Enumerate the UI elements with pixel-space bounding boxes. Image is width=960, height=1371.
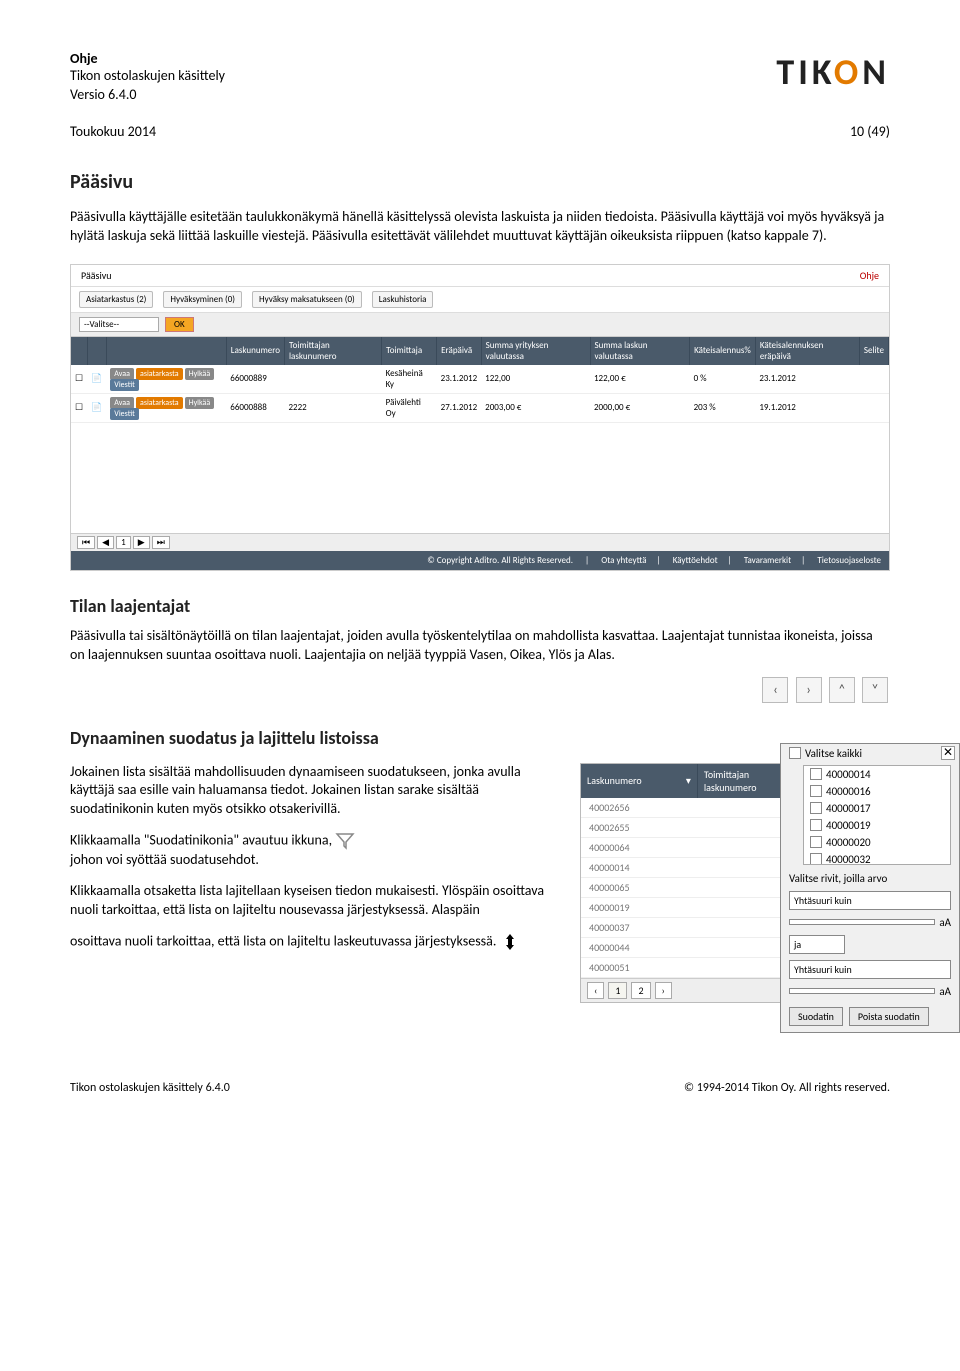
filter-op1-select[interactable]: Yhtäsuuri kuin	[789, 891, 951, 910]
invoice-grid: Laskunumero Toimittajan laskunumero Toim…	[71, 337, 889, 423]
doc-version: Versio 6.4.0	[70, 86, 890, 103]
doc-title: Ohje	[70, 50, 890, 67]
action-select[interactable]: --Valitse--	[79, 317, 159, 332]
tab-hyvaksyminen[interactable]: Hyväksyminen (0)	[163, 291, 242, 308]
filter-values-list[interactable]: 40000014 40000016 40000017 40000019 4000…	[803, 765, 951, 865]
section3-heading: Dynaaminen suodatus ja lajittelu listois…	[70, 727, 890, 749]
footer-right: © 1994-2014 Tikon Oy. All rights reserve…	[684, 1081, 890, 1095]
filter-join-select[interactable]: ja	[789, 935, 845, 954]
expand-arrows-demo: ‹ › ˄ ˅	[760, 677, 890, 703]
table-row[interactable]: ☐📄 Avaa asiatarkasta Hylkää Viestit 6600…	[71, 393, 889, 422]
tab-asiatarkastus[interactable]: Asiatarkastus (2)	[79, 291, 153, 308]
expand-right-icon[interactable]: ›	[796, 677, 822, 703]
expand-down-icon[interactable]: ˅	[862, 677, 888, 703]
tab-hyvaksy-maksatukseen[interactable]: Hyväksy maksatukseen (0)	[252, 291, 362, 308]
ss1-help-link[interactable]: Ohje	[860, 269, 879, 282]
filter-label: Valitse rivit, joilla arvo	[781, 869, 959, 888]
section2-p1: Pääsivulla tai sisältönäytöillä on tilan…	[70, 627, 890, 665]
filter-icon	[335, 831, 355, 851]
apply-filter-button[interactable]: Suodatin	[789, 1007, 843, 1026]
ss1-breadcrumb: Pääsivu	[81, 269, 112, 282]
filter-value2-input[interactable]	[789, 988, 935, 994]
section3-p1: Jokainen lista sisältää mahdollisuuden d…	[70, 763, 562, 820]
checkbox[interactable]	[789, 747, 801, 759]
table-row[interactable]: ☐📄 Avaa asiatarkasta Hylkää Viestit 6600…	[71, 365, 889, 394]
section3-p2: Klikkaamalla "Suodatinikonia" avautuu ik…	[70, 831, 562, 870]
sort-icon	[500, 932, 520, 952]
grid-pager[interactable]: ⏮ ◀ 1 ▶ ⏭	[71, 533, 889, 551]
section3-p4: osoittava nuoli tarkoittaa, että lista o…	[70, 932, 562, 952]
section2-heading: Tilan laajentajat	[70, 595, 890, 617]
doc-date: Toukokuu 2014	[70, 123, 156, 140]
section1-heading: Pääsivu	[70, 170, 890, 194]
col-header-laskunumero[interactable]: Laskunumero▾	[581, 764, 698, 798]
expand-up-icon[interactable]: ˄	[829, 677, 855, 703]
expand-left-icon[interactable]: ‹	[762, 677, 788, 703]
clear-filter-button[interactable]: Poista suodatin	[849, 1007, 929, 1026]
page-number: 10 (49)	[850, 123, 890, 140]
section3-p3: Klikkaamalla otsaketta lista lajitellaan…	[70, 882, 562, 920]
close-icon[interactable]: ✕	[941, 746, 955, 760]
tab-laskuhistoria[interactable]: Laskuhistoria	[372, 291, 434, 308]
filter-value1-input[interactable]	[789, 919, 935, 925]
brand-logo: TIKON	[776, 50, 890, 94]
filter-op2-select[interactable]: Yhtäsuuri kuin	[789, 960, 951, 979]
doc-subtitle: Tikon ostolaskujen käsittely	[70, 67, 890, 84]
screenshot-filter-popup: ✕ Valitse kaikki 40000014 40000016 40000…	[780, 743, 960, 1033]
section1-p1: Pääsivulla käyttäjälle esitetään taulukk…	[70, 208, 890, 246]
screenshot-main: Pääsivu Ohje Asiatarkastus (2) Hyväksymi…	[70, 264, 890, 571]
ok-button[interactable]: OK	[165, 317, 194, 332]
footer-left: Tikon ostolaskujen käsittely 6.4.0	[70, 1081, 230, 1095]
